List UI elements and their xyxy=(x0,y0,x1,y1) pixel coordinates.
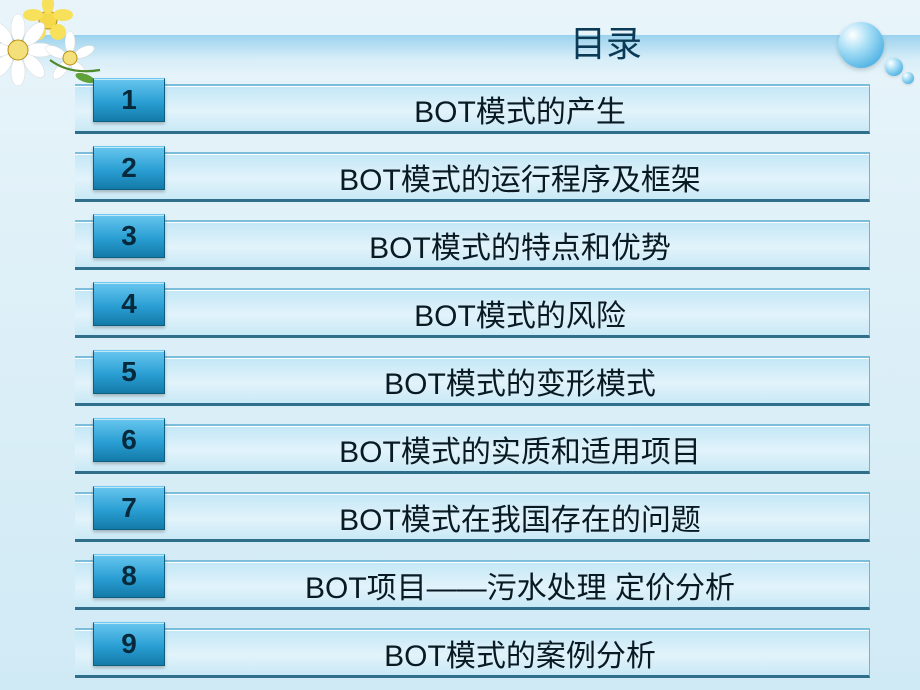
toc-label: BOT模式的特点和优势 xyxy=(175,220,865,270)
toc-number-box: 2 xyxy=(93,146,165,190)
toc-number: 5 xyxy=(121,356,137,388)
toc-number-box: 1 xyxy=(93,78,165,122)
toc-number-box: 6 xyxy=(93,418,165,462)
toc-number-box: 9 xyxy=(93,622,165,666)
toc-number-box: 8 xyxy=(93,554,165,598)
toc-row-7[interactable]: 7 BOT模式在我国存在的问题 xyxy=(75,486,870,542)
toc-number: 7 xyxy=(121,492,137,524)
toc-label: BOT模式的运行程序及框架 xyxy=(175,152,865,202)
toc-label: BOT模式的产生 xyxy=(175,84,865,134)
toc-number-box: 4 xyxy=(93,282,165,326)
toc-number: 8 xyxy=(121,560,137,592)
flower-decoration-icon xyxy=(0,0,120,90)
bubble-large-icon xyxy=(838,22,884,68)
toc-number: 6 xyxy=(121,424,137,456)
toc-number: 2 xyxy=(121,152,137,184)
toc-label: BOT模式的案例分析 xyxy=(175,628,865,678)
toc-list: 1 BOT模式的产生 2 BOT模式的运行程序及框架 3 BOT模式的特点和优势… xyxy=(75,78,870,690)
toc-number-box: 3 xyxy=(93,214,165,258)
toc-number: 1 xyxy=(121,84,137,116)
toc-number-box: 5 xyxy=(93,350,165,394)
toc-label: BOT模式的变形模式 xyxy=(175,356,865,406)
bubble-small-icon xyxy=(885,58,903,76)
toc-row-8[interactable]: 8 BOT项目——污水处理 定价分析 xyxy=(75,554,870,610)
toc-label: BOT模式的实质和适用项目 xyxy=(175,424,865,474)
toc-row-1[interactable]: 1 BOT模式的产生 xyxy=(75,78,870,134)
toc-label: BOT模式的风险 xyxy=(175,288,865,338)
toc-number: 9 xyxy=(121,628,137,660)
toc-label: BOT模式在我国存在的问题 xyxy=(175,492,865,542)
toc-number: 3 xyxy=(121,220,137,252)
toc-number: 4 xyxy=(121,288,137,320)
toc-row-6[interactable]: 6 BOT模式的实质和适用项目 xyxy=(75,418,870,474)
page-title: 目录 xyxy=(570,15,642,67)
toc-row-4[interactable]: 4 BOT模式的风险 xyxy=(75,282,870,338)
background-wave xyxy=(0,35,920,75)
bubble-tiny-icon xyxy=(902,72,914,84)
toc-label: BOT项目——污水处理 定价分析 xyxy=(175,560,865,610)
toc-row-9[interactable]: 9 BOT模式的案例分析 xyxy=(75,622,870,678)
toc-row-2[interactable]: 2 BOT模式的运行程序及框架 xyxy=(75,146,870,202)
toc-row-5[interactable]: 5 BOT模式的变形模式 xyxy=(75,350,870,406)
toc-number-box: 7 xyxy=(93,486,165,530)
toc-row-3[interactable]: 3 BOT模式的特点和优势 xyxy=(75,214,870,270)
